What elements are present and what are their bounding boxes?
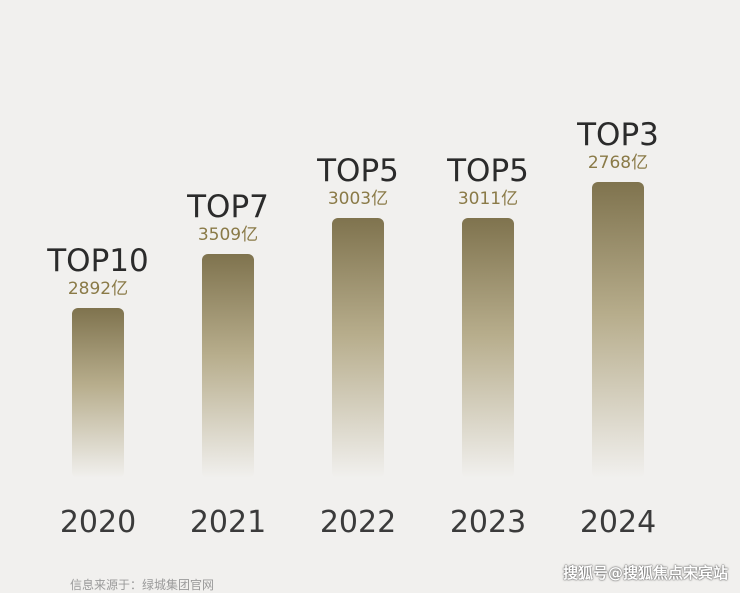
- x-tick-label: 2020: [60, 505, 136, 540]
- x-tick-label: 2021: [190, 505, 266, 540]
- x-tick-label: 2022: [320, 505, 396, 540]
- amount-label: 3003亿: [328, 189, 388, 209]
- amount-label: 2892亿: [68, 279, 128, 299]
- bar-2023: [462, 218, 514, 478]
- bar-2020: [72, 308, 124, 478]
- source-note: 信息来源于：绿城集团官网: [70, 578, 215, 592]
- watermark: 搜狐号@搜狐焦点宋宾站: [562, 564, 728, 582]
- rank-label: TOP3: [576, 117, 659, 153]
- rank-label: TOP10: [46, 243, 148, 279]
- x-tick-label: 2023: [450, 505, 526, 540]
- rank-label: TOP7: [186, 189, 269, 225]
- amount-label: 3509亿: [198, 225, 258, 245]
- bar-2024: [592, 182, 644, 478]
- amount-label: 3011亿: [458, 189, 518, 209]
- bar-2021: [202, 254, 254, 478]
- rank-label: TOP5: [316, 153, 399, 189]
- amount-label: 2768亿: [588, 153, 648, 173]
- rank-label: TOP5: [446, 153, 529, 189]
- bar-2022: [332, 218, 384, 478]
- x-tick-label: 2024: [580, 505, 656, 540]
